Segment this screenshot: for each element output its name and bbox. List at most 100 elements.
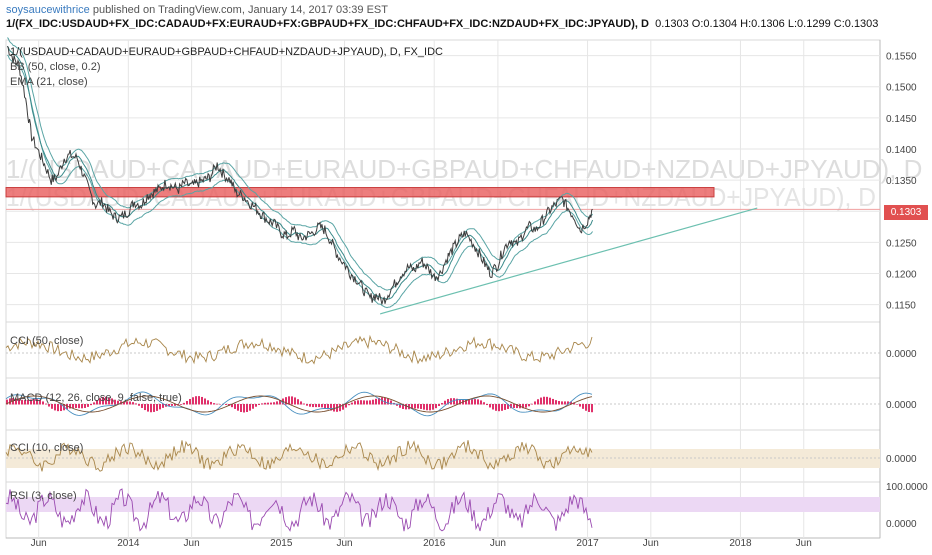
macd-histogram-bar [561, 401, 563, 405]
macd-histogram-bar [210, 401, 212, 405]
close-label: C: [833, 18, 845, 30]
macd-histogram-bar [426, 404, 428, 411]
macd-histogram-bar [582, 404, 584, 409]
bb-upper-line [6, 37, 593, 291]
x-tick-label: Jun [643, 538, 659, 549]
macd-histogram-bar [261, 403, 263, 405]
price-series-line [6, 46, 593, 305]
macd-histogram-bar [483, 402, 485, 405]
macd-histogram-bar [84, 404, 86, 408]
macd-histogram-bar [522, 404, 524, 409]
symbol-header: 1/(FX_IDC:USDAUD+FX_IDC:CADAUD+FX:EURAUD… [6, 18, 878, 30]
macd-histogram-bar [102, 396, 104, 405]
macd-histogram-bar [27, 399, 29, 405]
macd-histogram-bar [498, 404, 500, 412]
macd-histogram-bar [579, 404, 581, 407]
macd-histogram-bar [525, 404, 527, 408]
macd-histogram-bar [30, 399, 32, 405]
macd-histogram-bar [270, 402, 272, 405]
macd-histogram-bar [309, 404, 311, 407]
macd-histogram-bar [267, 402, 269, 405]
macd-histogram-bar [447, 399, 449, 405]
macd-histogram-bar [201, 396, 203, 405]
bb-legend[interactable]: BB (50, close, 0.2) [10, 61, 101, 73]
macd-histogram-bar [549, 397, 551, 405]
indicator-axis-label: 0.0000 [886, 349, 917, 360]
macd-histogram-bar [180, 404, 182, 405]
publish-header: soysaucewithrice published on TradingVie… [6, 4, 388, 16]
macd-histogram-bar [510, 404, 512, 409]
main-series-legend[interactable]: 1/(USDAUD+CADAUD+EURAUD+GBPAUD+CHFAUD+NZ… [10, 46, 443, 58]
macd-histogram-bar [372, 399, 374, 405]
macd-histogram-bar [369, 400, 371, 405]
macd-legend[interactable]: MACD (12, 26, close, 9, false, true) [10, 392, 182, 404]
macd-histogram-bar [444, 400, 446, 405]
macd-histogram-bar [192, 397, 194, 405]
macd-histogram-bar [108, 397, 110, 405]
macd-histogram-bar [285, 397, 287, 405]
bb-lower-line [6, 54, 593, 309]
macd-histogram-bar [213, 403, 215, 405]
low-value: 0.1299 [797, 18, 831, 30]
macd-histogram-bar [513, 404, 515, 408]
author-link[interactable]: soysaucewithrice [6, 4, 90, 16]
macd-histogram-bar [279, 400, 281, 405]
macd-histogram-bar [66, 404, 68, 410]
x-tick-label: Jun [336, 538, 352, 549]
macd-histogram-bar [387, 398, 389, 405]
macd-histogram-bar [195, 396, 197, 405]
macd-histogram-bar [9, 398, 11, 405]
watermark-text: 1/(USDAUD+CADAUD+EURAUD+GBPAUD+CHFAUD+NZ… [6, 154, 922, 184]
open-value: 0.1304 [703, 18, 738, 30]
macd-histogram-bar [24, 400, 26, 405]
macd-histogram-bar [321, 404, 323, 408]
trendline [379, 207, 758, 315]
macd-histogram-bar [87, 404, 89, 407]
macd-histogram-bar [186, 401, 188, 405]
macd-histogram-bar [234, 404, 236, 409]
macd-histogram-bar [276, 401, 278, 405]
macd-histogram-bar [339, 404, 341, 412]
cci50-legend[interactable]: CCI (50, close) [10, 335, 84, 347]
macd-histogram-bar [99, 398, 101, 405]
macd-histogram-bar [357, 400, 359, 405]
macd-histogram-bar [348, 404, 350, 406]
macd-histogram-bar [585, 404, 587, 411]
macd-histogram-bar [297, 399, 299, 405]
macd-histogram-bar [147, 404, 149, 412]
ema-legend[interactable]: EMA (21, close) [10, 76, 88, 88]
macd-histogram-bar [183, 402, 185, 405]
macd-histogram-bar [543, 396, 545, 405]
macd-histogram-bar [423, 404, 425, 410]
macd-histogram-bar [81, 404, 83, 409]
macd-histogram-bar [534, 401, 536, 405]
y-tick-label: 0.1500 [886, 83, 917, 94]
macd-histogram-bar [294, 397, 296, 405]
x-tick-label: Jun [490, 538, 506, 549]
macd-histogram-bar [174, 404, 176, 406]
macd-histogram-bar [441, 403, 443, 405]
macd-histogram-bar [78, 404, 80, 409]
macd-histogram-bar [480, 400, 482, 405]
macd-histogram-bar [249, 404, 251, 411]
macd-histogram-bar [345, 404, 347, 408]
rsi-legend[interactable]: RSI (3, close) [10, 490, 77, 502]
macd-histogram-bar [591, 404, 593, 413]
macd-histogram-bar [243, 404, 245, 413]
open-label: O: [691, 18, 704, 30]
macd-histogram-bar [300, 401, 302, 405]
resistance-zone [5, 187, 715, 198]
macd-histogram-bar [237, 404, 239, 411]
macd-histogram-bar [492, 404, 494, 410]
macd-histogram-bar [576, 404, 578, 405]
macd-histogram-bar [438, 404, 440, 406]
macd-histogram-bar [315, 404, 317, 408]
cci50-line [5, 334, 593, 365]
macd-histogram-bar [69, 404, 71, 409]
macd-histogram-bar [225, 404, 227, 405]
macd-line [5, 391, 593, 417]
cci10-legend[interactable]: CCI (10, close) [10, 442, 84, 454]
macd-histogram-bar [228, 404, 230, 406]
